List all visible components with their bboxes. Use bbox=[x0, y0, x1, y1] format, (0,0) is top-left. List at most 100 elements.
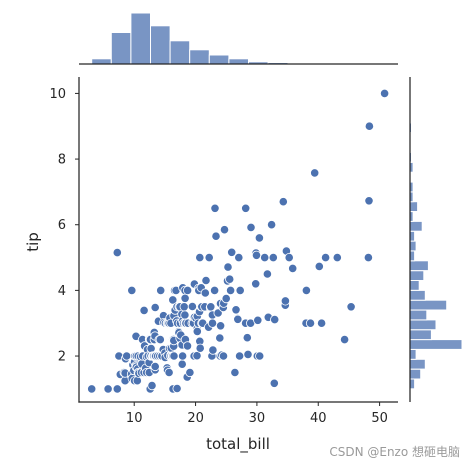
scatter-point bbox=[314, 261, 324, 271]
scatter-point bbox=[122, 351, 132, 361]
scatter-point bbox=[301, 285, 311, 295]
scatter-point bbox=[221, 293, 231, 304]
scatter-point bbox=[200, 288, 210, 298]
scatter-point bbox=[280, 296, 290, 306]
y-histogram-bar bbox=[409, 339, 463, 350]
y-histogram-bar bbox=[409, 299, 448, 311]
y-histogram-bar bbox=[409, 250, 416, 262]
x-tick-label: 10 bbox=[126, 411, 143, 426]
y-histogram-bar bbox=[409, 201, 419, 212]
scatter-point bbox=[180, 310, 190, 320]
y-histogram-bar bbox=[409, 220, 423, 232]
x-tick-label: 30 bbox=[249, 411, 266, 426]
scatter-point bbox=[231, 305, 241, 315]
scatter-point bbox=[208, 345, 218, 355]
x-histogram-bar bbox=[130, 12, 151, 65]
scatter-point bbox=[215, 333, 225, 343]
y-tick-label: 8 bbox=[58, 153, 66, 168]
y-histogram-bar bbox=[409, 280, 420, 291]
scatter-point bbox=[127, 285, 137, 295]
scatter-point bbox=[183, 285, 193, 295]
scatter-point bbox=[226, 285, 236, 295]
x-histogram-bar bbox=[110, 32, 132, 65]
scatter-point bbox=[211, 231, 221, 241]
scatter-point bbox=[332, 253, 342, 263]
scatter-point bbox=[364, 121, 374, 131]
x-axis-label: total_bill bbox=[206, 435, 270, 454]
y-tick-label: 10 bbox=[49, 87, 66, 102]
x-tick-label: 50 bbox=[371, 411, 388, 426]
scatter-point bbox=[234, 253, 244, 263]
scatter-point bbox=[195, 253, 205, 263]
y-marginal-histogram bbox=[409, 77, 463, 402]
scatter-point bbox=[346, 302, 356, 312]
y-histogram-bar bbox=[409, 368, 422, 380]
scatter-point bbox=[225, 274, 235, 284]
scatter-point bbox=[177, 359, 187, 369]
scatter-point bbox=[255, 351, 265, 361]
scatter-point bbox=[164, 367, 174, 378]
scatter-point bbox=[316, 318, 327, 328]
scatter-point bbox=[284, 253, 294, 263]
scatter-point bbox=[207, 318, 218, 328]
scatter-points bbox=[87, 88, 390, 394]
scatter-point bbox=[172, 383, 182, 394]
scatter-point bbox=[210, 203, 220, 213]
y-histogram-bar bbox=[409, 270, 425, 282]
scatter-point bbox=[87, 384, 97, 394]
scatter-point bbox=[310, 168, 320, 178]
scatter-point bbox=[185, 367, 195, 378]
scatter-point bbox=[168, 295, 178, 305]
scatter-point bbox=[180, 293, 190, 303]
y-histogram-bar bbox=[409, 230, 416, 242]
scatter-point bbox=[251, 250, 262, 260]
scatter-point bbox=[112, 248, 122, 258]
scatter-point bbox=[242, 333, 252, 343]
y-histogram-bar bbox=[409, 240, 417, 252]
scatter-point bbox=[206, 302, 216, 312]
scatter-point bbox=[227, 247, 237, 257]
y-histogram-bar bbox=[409, 329, 432, 341]
scatter-point bbox=[288, 263, 298, 273]
scatter-point bbox=[179, 302, 189, 312]
x-histogram-bar bbox=[208, 54, 230, 65]
scatter-point bbox=[363, 253, 373, 263]
y-tick-label: 6 bbox=[58, 218, 66, 233]
scatter-point bbox=[204, 253, 214, 263]
scatter-point bbox=[195, 343, 205, 353]
axes bbox=[78, 77, 398, 403]
x-tick-label: 20 bbox=[187, 411, 204, 426]
scatter-point bbox=[219, 225, 230, 235]
scatter-point bbox=[266, 220, 277, 230]
x-histogram-bar bbox=[91, 58, 112, 65]
scatter-point bbox=[233, 314, 243, 324]
scatter-point bbox=[364, 196, 374, 206]
scatter-point bbox=[156, 285, 166, 295]
y-histogram-bar bbox=[409, 319, 437, 331]
x-histogram-bar bbox=[189, 49, 210, 65]
scatter-point bbox=[262, 269, 272, 279]
scatter-point bbox=[243, 349, 253, 359]
x-tick-label: 40 bbox=[310, 411, 327, 426]
scatter-point bbox=[251, 279, 261, 289]
scatter-point bbox=[305, 318, 316, 328]
scatter-point bbox=[218, 351, 229, 361]
scatter-point bbox=[320, 253, 331, 263]
scatter-point bbox=[103, 384, 113, 394]
watermark: CSDN @Enzo 想砸电脑 bbox=[329, 445, 460, 459]
x-histogram-bar bbox=[150, 25, 171, 65]
scatter-point bbox=[182, 341, 193, 351]
scatter-point bbox=[254, 233, 264, 243]
scatter-point bbox=[223, 262, 233, 272]
scatter-point bbox=[169, 351, 179, 361]
scatter-point bbox=[241, 203, 251, 213]
x-histogram-bar bbox=[169, 40, 191, 65]
scatter-point bbox=[192, 326, 202, 336]
scatter-point bbox=[213, 308, 223, 318]
scatter-point bbox=[278, 197, 288, 207]
y-tick-label: 2 bbox=[58, 350, 66, 365]
scatter-point bbox=[150, 302, 160, 313]
scatter-point bbox=[268, 253, 278, 263]
scatter-point bbox=[235, 351, 245, 361]
